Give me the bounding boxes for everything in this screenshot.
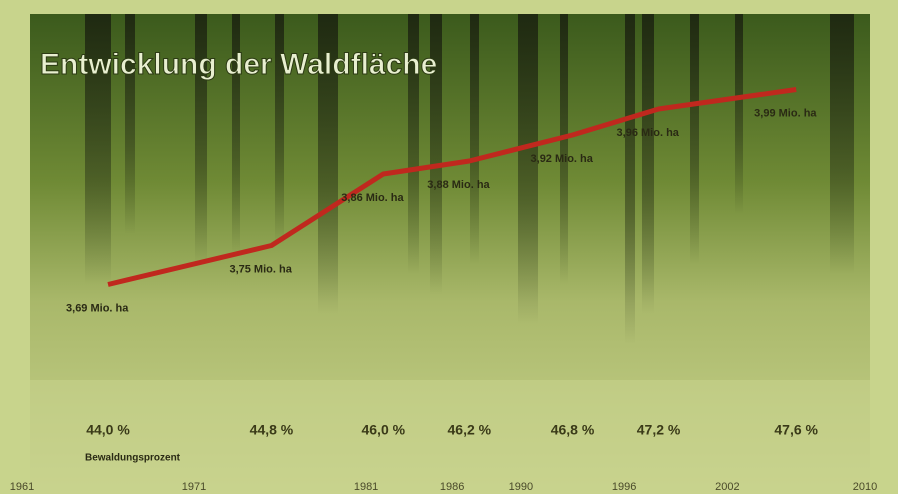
page: Entwicklung der Waldfläche Bewaldungspro…: [0, 0, 898, 494]
percent-caption: Bewaldungsprozent: [85, 453, 181, 464]
value-label: 3,86 Mio. ha: [341, 192, 404, 204]
x-tick-label: 1981: [354, 481, 378, 493]
chart: Entwicklung der Waldfläche Bewaldungspro…: [0, 0, 898, 494]
x-tick-label: 1986: [440, 481, 464, 493]
value-label: 3,88 Mio. ha: [427, 179, 490, 191]
x-tick-label: 1996: [612, 481, 636, 493]
value-label: 3,99 Mio. ha: [754, 107, 817, 119]
x-tick-label: 2010: [853, 481, 877, 493]
chart-title: Entwicklung der Waldfläche: [40, 48, 437, 81]
x-tick-label: 1990: [509, 481, 533, 493]
percent-label: 44,0 %: [86, 422, 130, 438]
value-label: 3,69 Mio. ha: [66, 302, 129, 314]
percent-label: 46,0 %: [361, 422, 405, 438]
x-tick-label: 2002: [715, 481, 739, 493]
x-tick-label: 1971: [182, 481, 206, 493]
percent-label: 47,6 %: [774, 422, 818, 438]
value-label: 3,96 Mio. ha: [617, 127, 680, 139]
value-label: 3,92 Mio. ha: [531, 153, 594, 165]
percent-label: 46,8 %: [551, 422, 595, 438]
percent-label: 46,2 %: [448, 422, 492, 438]
value-label: 3,75 Mio. ha: [229, 263, 292, 275]
percent-label: 47,2 %: [637, 422, 681, 438]
x-tick-label: 1961: [10, 481, 34, 493]
percent-label: 44,8 %: [250, 422, 294, 438]
